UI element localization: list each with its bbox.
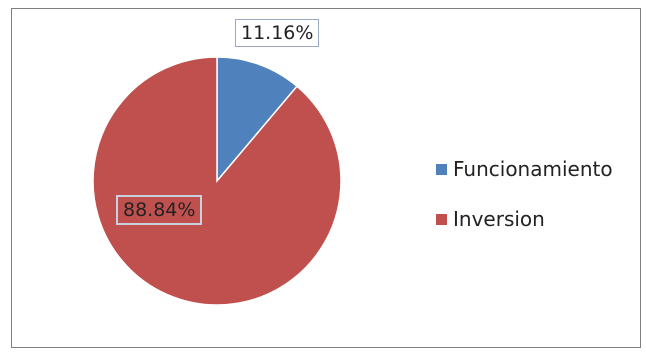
legend-item-inversion: Inversion <box>436 194 613 244</box>
pie-slice-inversion <box>92 56 342 306</box>
pie-slice-funcionamiento <box>216 56 299 184</box>
legend: Funcionamiento Inversion <box>436 144 613 244</box>
legend-swatch-funcionamiento <box>436 163 447 175</box>
data-label-funcionamiento: 11.16% <box>235 19 320 47</box>
legend-swatch-inversion <box>436 213 447 225</box>
legend-label-funcionamiento: Funcionamiento <box>453 157 613 181</box>
chart-area: 11.16% 88.84% Funcionamiento Inversion <box>11 8 641 348</box>
data-label-inversion: 88.84% <box>116 195 203 225</box>
pie-chart <box>92 56 342 306</box>
legend-label-inversion: Inversion <box>453 207 545 231</box>
legend-item-funcionamiento: Funcionamiento <box>436 144 613 194</box>
